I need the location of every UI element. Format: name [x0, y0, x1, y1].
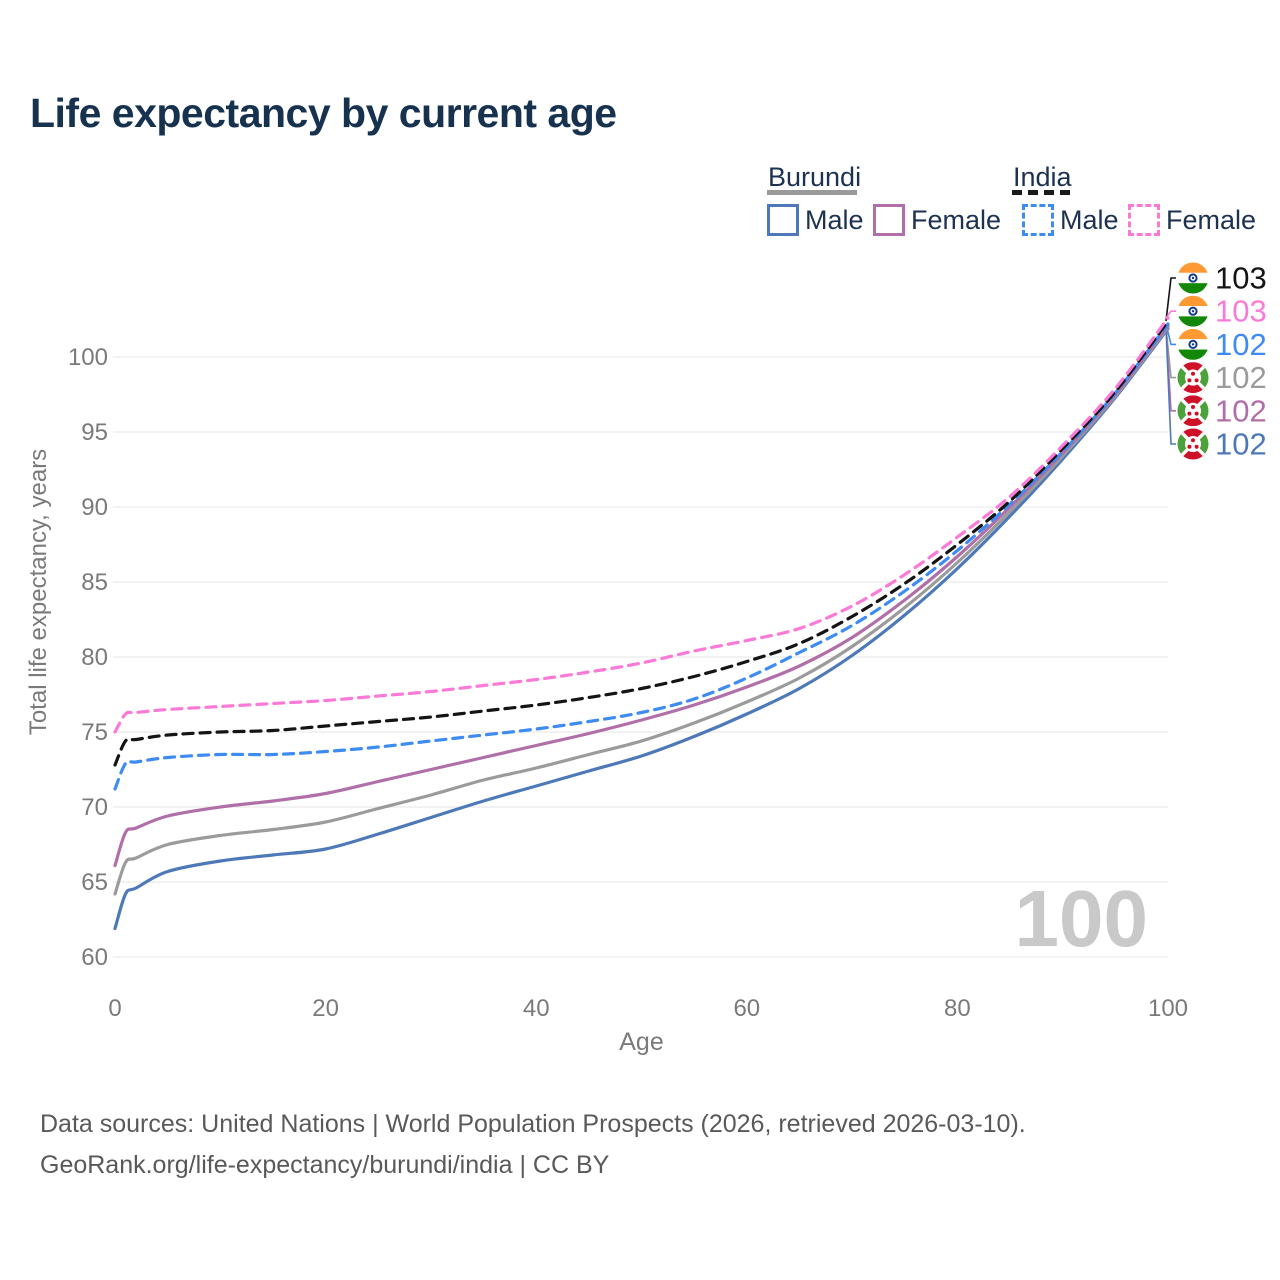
burundi-female-swatch — [873, 204, 905, 236]
series-burundi-female[interactable]: Burundi Female — [113, 323, 1170, 868]
y-tick-label: 70 — [81, 794, 108, 821]
legend-label: Male — [805, 204, 864, 235]
burundi-male-swatch — [767, 204, 799, 236]
end-value-label-burundi-both: 102 — [1215, 360, 1267, 395]
end-value-label-burundi-male: 102 — [1215, 427, 1267, 462]
india-line-style-sample — [1012, 190, 1070, 195]
y-axis-title: Total life expectancy, years — [25, 449, 52, 735]
leader-line — [1165, 310, 1176, 319]
legend-item-india-male[interactable]: Male — [1022, 204, 1119, 236]
end-value-label-india-female: 103 — [1215, 294, 1267, 329]
y-tick-label: 65 — [81, 869, 108, 896]
series-india-female[interactable]: India Female — [113, 316, 1170, 734]
burundi-flag-icon — [1177, 362, 1209, 394]
x-tick-label: 80 — [944, 995, 971, 1022]
burundi-flag-icon — [1177, 428, 1209, 460]
india-flag-icon — [1177, 328, 1209, 360]
legend-label: Female — [1166, 204, 1257, 235]
data-sources-line1: Data sources: United Nations | World Pop… — [40, 1110, 1026, 1138]
series-india-male[interactable]: India Male — [113, 322, 1170, 791]
india-male-swatch — [1022, 204, 1054, 236]
end-value-label-india-both: 103 — [1215, 261, 1267, 296]
data-sources-line2: GeoRank.org/life-expectancy/burundi/indi… — [40, 1151, 610, 1179]
y-tick-label: 95 — [81, 419, 108, 446]
legend-item-burundi-male[interactable]: Male — [767, 204, 864, 236]
series-burundi-both[interactable]: Burundi Both sexes — [113, 325, 1170, 896]
data-sources: Data sources: United Nations | World Pop… — [40, 1104, 1026, 1186]
y-tick-label: 90 — [81, 494, 108, 521]
legend-country-india: India — [1013, 162, 1072, 192]
x-tick-label: 20 — [312, 995, 339, 1022]
x-axis-title: Age — [619, 1028, 663, 1056]
india-flag-icon — [1177, 295, 1209, 327]
x-tick-label: 100 — [1148, 995, 1188, 1022]
legend-country-burundi: Burundi — [768, 162, 862, 192]
y-tick-label: 80 — [81, 644, 108, 671]
india-flag-icon — [1177, 262, 1209, 294]
leader-line — [1165, 277, 1176, 322]
age-watermark: 100 — [1015, 874, 1148, 963]
end-value-label-burundi-female: 102 — [1215, 393, 1267, 428]
series-burundi-male[interactable]: Burundi Male — [113, 326, 1170, 931]
x-tick-label: 60 — [733, 995, 760, 1022]
end-value-label-india-male: 102 — [1215, 327, 1267, 362]
legend-item-burundi-female[interactable]: Female — [873, 204, 1001, 236]
legend-label: Female — [911, 204, 1002, 235]
x-tick-label: 40 — [523, 995, 550, 1022]
legend-item-india-female[interactable]: Female — [1128, 204, 1256, 236]
y-tick-label: 100 — [68, 344, 108, 371]
y-tick-label: 85 — [81, 569, 108, 596]
y-tick-label: 60 — [81, 944, 108, 971]
burundi-flag-icon — [1177, 395, 1209, 427]
series-india-both[interactable]: India Both sexes — [113, 319, 1170, 767]
legend-label: Male — [1060, 204, 1119, 235]
y-tick-label: 75 — [81, 719, 108, 746]
leader-line — [1165, 328, 1176, 445]
page-title: Life expectancy by current age — [30, 90, 617, 136]
india-female-swatch — [1128, 204, 1160, 236]
x-tick-label: 0 — [108, 995, 121, 1022]
burundi-line-style-sample — [767, 190, 857, 195]
